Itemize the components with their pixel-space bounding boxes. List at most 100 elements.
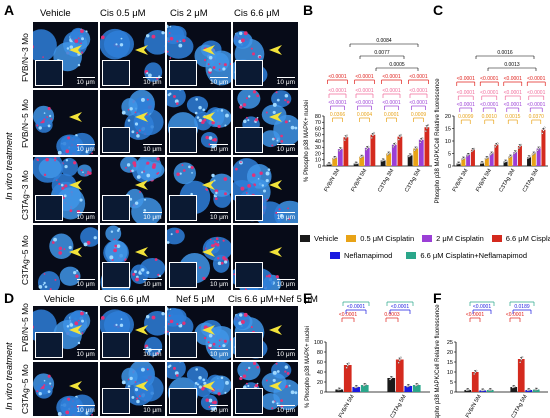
foci-dot [233,272,236,275]
foci-dot [88,171,92,175]
foci-dot [146,98,149,101]
zoom-inset [35,194,63,221]
foci-dot [247,183,252,188]
bar [418,139,424,166]
foci-dot [83,241,88,246]
foci-dot [175,40,178,43]
p-value-label: 0.0099 [458,114,474,120]
y-tick-label: 20 [445,114,451,120]
data-point [339,148,342,151]
foci-dot [81,319,85,323]
foci-dot [145,379,148,382]
x-tick-label: FVB/N 5M [350,168,368,193]
data-point [392,145,395,148]
d-micrograph-r0-c3: 10 μm [233,306,298,360]
foci-dot [66,47,70,50]
foci-dot [181,321,186,325]
panel-label-c: C [433,2,444,18]
p-value-label: <0.0001 [480,102,498,108]
foci-dot [77,37,80,40]
data-point [494,145,497,148]
data-point [536,388,539,391]
row-label-a-3: C3TAg~5 Mo [20,235,30,285]
zoom-inset [235,262,264,288]
foci-dot [223,259,227,264]
foci-dot [275,90,278,93]
foci-dot [77,319,80,322]
scale-bar-label: 10 μm [276,211,296,221]
foci-dot [263,189,267,193]
foci-dot [261,184,265,187]
data-point [510,154,513,157]
foci-dot [221,255,226,260]
foci-dot [266,274,269,277]
foci-dot [54,159,56,162]
foci-dot [132,161,136,165]
bar [387,378,396,392]
foci-dot [33,45,34,49]
bar [407,155,413,166]
data-point [414,147,417,150]
foci-dot [273,102,278,107]
d-micrograph-r0-c2: 10 μm [166,306,232,360]
nucleus [37,270,61,290]
foci-dot [80,29,84,34]
bar [486,390,494,392]
foci-dot [218,68,221,71]
x-tick-label: FVB/N 5M [475,168,493,193]
foci-dot [169,319,173,324]
arrowhead-icon [135,44,149,55]
data-point [420,139,423,142]
y-tick-label: 30 [315,145,321,151]
foci-dot [57,412,62,416]
scale-bar-label: 10 μm [76,76,95,86]
foci-dot [290,390,295,395]
data-point [394,142,397,145]
data-point [389,378,392,381]
foci-dot [174,98,179,103]
col-label-a-2: Cis 2 μM [170,8,208,19]
foci-dot [218,339,220,342]
scale-bar-label: 10 μm [276,405,296,414]
foci-dot [196,115,199,119]
data-point [463,157,466,160]
foci-dot [74,39,79,43]
scale-bar-label: 10 μm [210,405,229,414]
foci-dot [214,197,218,201]
foci-dot [169,36,173,41]
foci-dot [43,379,46,382]
y-tick-label: 50 [315,133,321,139]
foci-dot [38,284,43,289]
zoom-inset [235,332,264,358]
zoom-inset [235,194,264,221]
data-point [528,388,531,391]
p-value-label: <0.0001 [457,76,475,82]
nucleus [166,227,185,244]
zoom-inset [235,127,264,153]
foci-dot [251,325,254,329]
data-point [427,123,429,126]
foci-dot [248,366,251,370]
foci-dot [284,98,287,101]
foci-dot [41,385,45,390]
foci-dot [80,169,83,172]
foci-dot [36,390,39,393]
bar [359,156,365,166]
arrowhead-icon [268,112,282,123]
foci-dot [272,110,277,114]
bar [335,389,344,392]
foci-dot [170,232,173,235]
foci-dot [217,260,221,265]
col-label-d-1: Cis 6.6 μM [104,294,150,305]
bar [532,389,540,392]
bar [352,387,361,392]
foci-dot [276,139,279,142]
data-point [482,389,485,392]
foci-dot [276,402,279,405]
foci-dot [167,40,170,43]
foci-dot [241,320,246,324]
arrowhead-icon [202,247,216,258]
foci-dot [204,398,209,402]
p-value-label: <0.0001 [473,300,491,302]
